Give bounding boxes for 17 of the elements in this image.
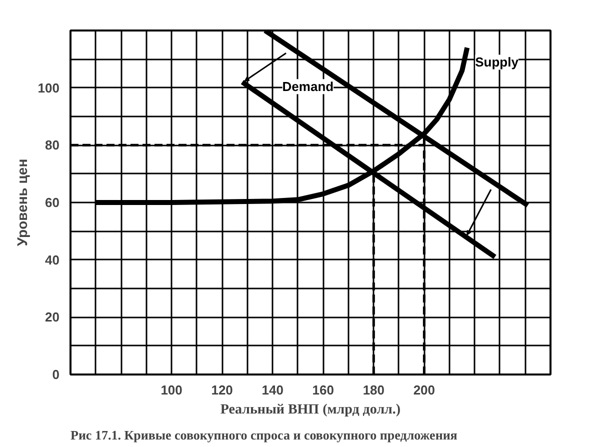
y-tick-label: 60 [45,195,60,210]
y-tick-label: 20 [45,310,60,325]
series-label: Demand [282,79,334,94]
y-tick-label: 100 [38,80,60,96]
x-tick-label: 100 [160,382,182,398]
x-tick-label: 140 [262,382,284,398]
series-label: Supply [475,54,520,70]
x-tick-label: 160 [312,382,334,398]
x-tick-label: 200 [413,382,436,398]
y-tick-label: 0 [52,367,60,382]
x-tick-label: 120 [211,382,233,398]
x-axis-title: Реальный ВНП (млрд долл.) [220,402,401,418]
text: Рис 17.1. Кривые совокупного спроса и совокупного предложения [70,428,458,442]
y-axis-title: Уровень цен [14,158,30,246]
y-tick-label: 40 [45,252,60,268]
x-tick-label: 180 [362,382,385,398]
y-tick-label: 80 [45,138,60,153]
